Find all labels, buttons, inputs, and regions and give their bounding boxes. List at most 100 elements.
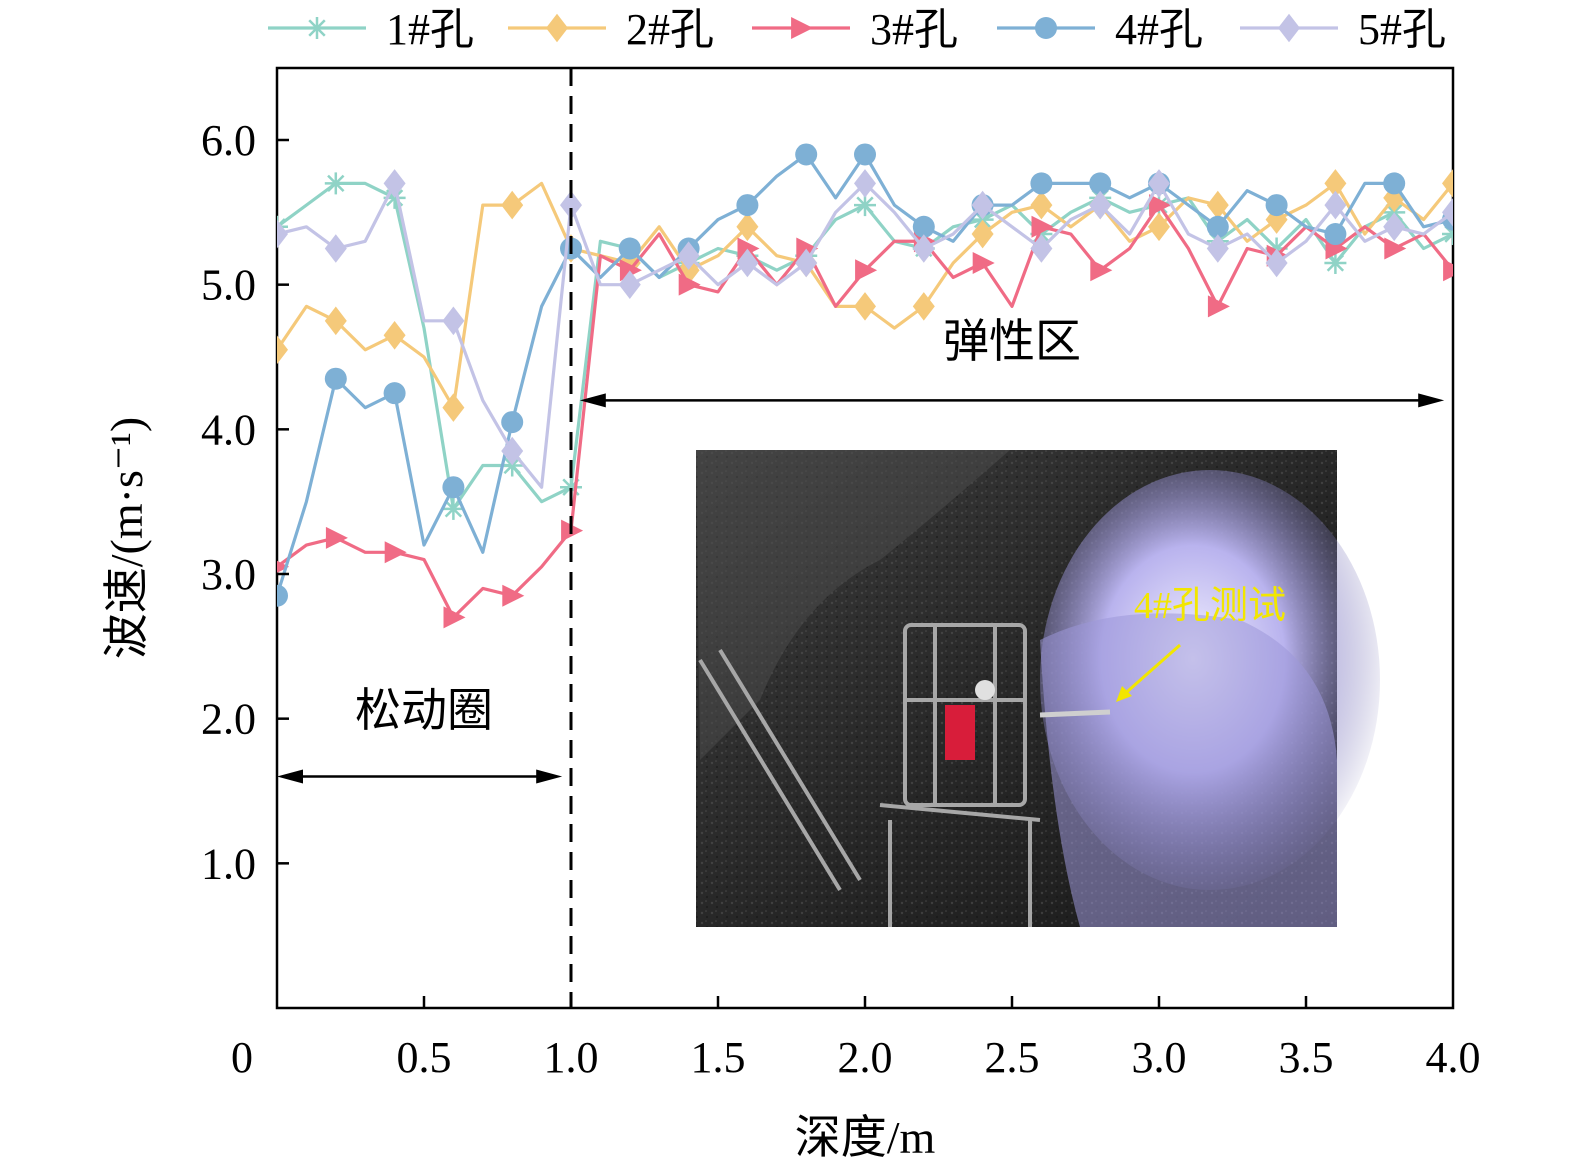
data-point bbox=[277, 560, 290, 573]
legend-item: 2#孔 bbox=[508, 5, 714, 54]
data-point bbox=[1324, 251, 1347, 274]
legend: 1#孔 2#孔 3#孔 4#孔 5#孔 bbox=[268, 5, 1446, 54]
data-point bbox=[1030, 190, 1053, 220]
data-point bbox=[443, 606, 466, 629]
data-point bbox=[1206, 234, 1229, 263]
data-point bbox=[1148, 169, 1170, 198]
data-point bbox=[618, 237, 641, 260]
legend-label: 1#孔 bbox=[386, 5, 474, 54]
data-point bbox=[560, 190, 582, 220]
data-point bbox=[736, 194, 759, 217]
x-tick-label: 3.5 bbox=[1279, 1033, 1334, 1082]
data-point bbox=[383, 382, 406, 405]
data-point bbox=[737, 237, 760, 260]
data-point bbox=[1206, 190, 1229, 220]
x-tick-label: 2.5 bbox=[985, 1033, 1040, 1082]
y-tick-label: 3.0 bbox=[201, 550, 256, 599]
inset-caption: 4#孔测试 bbox=[1134, 585, 1286, 627]
data-point bbox=[324, 172, 347, 195]
data-point bbox=[912, 292, 935, 321]
data-point bbox=[501, 411, 524, 434]
data-point bbox=[1324, 169, 1347, 198]
legend-marker bbox=[1278, 13, 1300, 43]
data-point bbox=[619, 259, 642, 282]
data-point bbox=[854, 194, 876, 217]
series-5 bbox=[277, 169, 1453, 489]
data-point bbox=[324, 306, 347, 336]
y-axis-label: 波速/(m·s⁻¹) bbox=[101, 417, 152, 660]
data-point bbox=[501, 190, 524, 220]
data-point bbox=[971, 219, 994, 249]
data-point bbox=[795, 143, 818, 166]
x-tick-label: 3.0 bbox=[1132, 1033, 1187, 1082]
data-point bbox=[442, 476, 465, 499]
series-2 bbox=[277, 169, 1453, 422]
data-point bbox=[736, 212, 759, 242]
data-point bbox=[1442, 198, 1453, 227]
data-point bbox=[1384, 237, 1407, 260]
x-axis-ticks: 0 0.5 1.0 1.5 2.0 2.5 3.0 3.5 4.0 bbox=[231, 996, 1481, 1082]
annotation-arrow-head bbox=[536, 769, 563, 784]
legend-label: 2#孔 bbox=[626, 5, 714, 54]
data-point bbox=[325, 526, 348, 549]
x-tick-label: 1.0 bbox=[544, 1033, 599, 1082]
y-axis-ticks: 1.0 2.0 3.0 4.0 5.0 6.0 bbox=[201, 116, 289, 888]
data-point bbox=[796, 237, 819, 260]
legend-label: 5#孔 bbox=[1358, 5, 1446, 54]
inset-arrow-head bbox=[1116, 686, 1132, 702]
data-point bbox=[1206, 215, 1229, 238]
data-point bbox=[1030, 172, 1053, 195]
data-point bbox=[1324, 223, 1347, 246]
data-point bbox=[1265, 205, 1288, 234]
x-axis-label: 深度/m bbox=[795, 1112, 936, 1163]
annotation-arrow-head bbox=[579, 393, 606, 408]
data-point bbox=[1030, 234, 1053, 263]
x-tick-label: 1.5 bbox=[691, 1033, 746, 1082]
data-point bbox=[678, 273, 701, 296]
data-point bbox=[324, 367, 347, 390]
x-tick-label: 2.0 bbox=[838, 1033, 893, 1082]
data-point bbox=[971, 190, 994, 220]
y-tick-label: 1.0 bbox=[201, 839, 256, 888]
x-tick-label: 4.0 bbox=[1426, 1033, 1481, 1082]
data-point bbox=[1031, 215, 1054, 238]
y-tick-label: 6.0 bbox=[201, 116, 256, 165]
data-point bbox=[277, 584, 288, 607]
data-point bbox=[1383, 172, 1406, 195]
y-tick-label: 4.0 bbox=[201, 405, 256, 454]
data-point bbox=[1324, 190, 1347, 220]
annotation-arrow-head bbox=[1418, 393, 1445, 408]
data-point bbox=[1443, 259, 1453, 282]
data-point bbox=[442, 393, 465, 422]
data-point bbox=[324, 234, 347, 263]
data-point bbox=[442, 497, 465, 520]
data-point bbox=[736, 248, 759, 278]
legend-label: 4#孔 bbox=[1115, 5, 1203, 54]
data-point bbox=[1383, 212, 1406, 242]
annotation-arrow-head bbox=[277, 769, 303, 784]
data-point bbox=[1207, 295, 1230, 318]
x-tick-label: 0.5 bbox=[397, 1033, 452, 1082]
annotation: 弹性区 bbox=[579, 316, 1445, 408]
data-point bbox=[501, 436, 524, 466]
data-point bbox=[1089, 172, 1112, 195]
data-point bbox=[912, 234, 935, 263]
y-tick-label: 2.0 bbox=[201, 695, 256, 744]
data-point bbox=[854, 169, 876, 198]
legend-item: 5#孔 bbox=[1240, 5, 1446, 54]
annotation-label: 松动圈 bbox=[355, 685, 493, 736]
data-point bbox=[795, 248, 818, 278]
data-point bbox=[383, 321, 406, 350]
data-point bbox=[618, 270, 641, 299]
data-point bbox=[277, 219, 288, 249]
data-point bbox=[1090, 259, 1113, 282]
legend-marker bbox=[791, 17, 814, 39]
legend-marker bbox=[306, 17, 328, 39]
data-point bbox=[384, 541, 407, 564]
x-tick-label: 0 bbox=[231, 1033, 253, 1082]
annotations: 松动圈 弹性区 bbox=[277, 316, 1445, 784]
data-point bbox=[854, 143, 876, 166]
data-point bbox=[1149, 194, 1172, 217]
inset-arrow-line bbox=[1119, 643, 1181, 700]
